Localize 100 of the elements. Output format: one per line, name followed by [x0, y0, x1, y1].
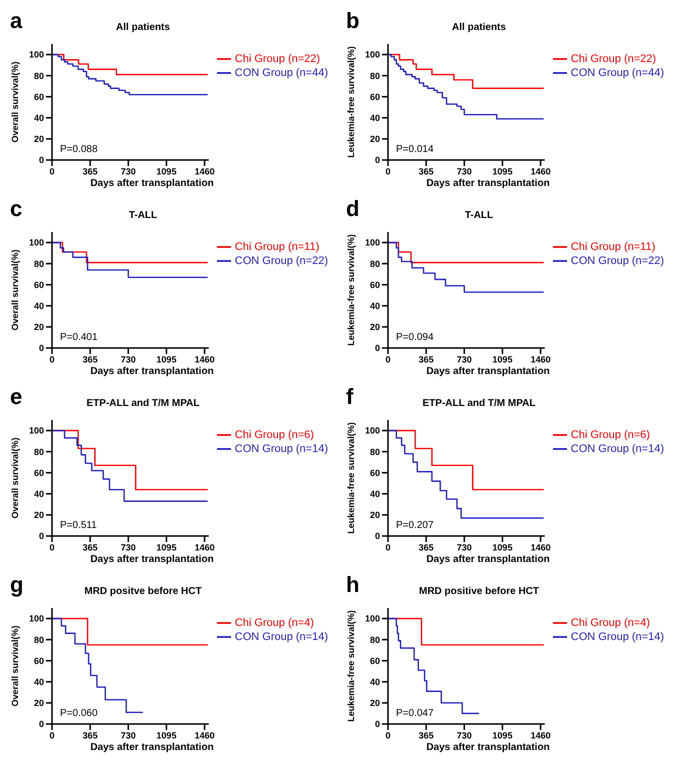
y-tick-label: 100 [364, 426, 380, 436]
text: f [346, 384, 354, 410]
x-tick-label: 365 [418, 354, 434, 364]
y-tick-label: 0 [38, 531, 44, 542]
chart-title: All patients [115, 22, 171, 33]
y-tick-label: 40 [370, 113, 380, 124]
x-tick-label: 1095 [156, 542, 176, 552]
legend-label: CON Group (n=22) [234, 254, 328, 267]
x-tick-label: 0 [385, 166, 391, 176]
x-tick-label: 0 [49, 354, 55, 364]
text: b [346, 8, 360, 34]
y-axis-title: Overall survival(%) [10, 61, 20, 143]
y-tick-label: 20 [34, 698, 44, 708]
annotation: P=0.060 [60, 708, 98, 719]
legend-label: CON Group (n=14) [234, 630, 328, 643]
x-tick-label: 1460 [194, 354, 215, 364]
y-axis-title: Overall survival(%) [10, 437, 20, 519]
x-tick-label: 730 [456, 354, 472, 364]
text: d [346, 196, 360, 222]
legend-label: CON Group (n=14) [570, 630, 664, 643]
y-tick-label: 0 [374, 531, 380, 542]
annotation: P=0.088 [60, 144, 98, 155]
x-tick-label: 365 [418, 730, 434, 740]
annotation: P=0.094 [396, 332, 434, 343]
text: h [346, 572, 360, 598]
x-tick-label: 1095 [156, 166, 176, 176]
x-tick-label: 365 [418, 166, 434, 176]
y-tick-label: 80 [370, 446, 380, 457]
x-tick-label: 1460 [194, 730, 215, 740]
y-tick-label: 100 [28, 614, 44, 624]
x-tick-label: 1460 [194, 166, 215, 176]
legend-label: Chi Group (n=22) [234, 52, 320, 65]
y-tick-label: 40 [34, 113, 44, 124]
x-tick-label: 0 [385, 542, 391, 552]
x-tick-label: 0 [385, 354, 391, 364]
y-axis-title: Overall survival(%) [10, 249, 20, 331]
x-tick-label: 1095 [492, 354, 512, 364]
y-tick-label: 20 [34, 510, 44, 520]
annotation: P=0.207 [396, 520, 434, 531]
y-tick-label: 80 [370, 634, 380, 645]
x-tick-label: 1460 [530, 354, 551, 364]
y-tick-label: 20 [370, 698, 380, 708]
annotation: P=0.014 [396, 144, 434, 155]
y-tick-label: 60 [370, 468, 380, 478]
legend-label: Chi Group (n=11) [234, 240, 320, 253]
chart-title: MRD positve before HCT [83, 586, 203, 597]
y-axis-title: Leukemia-free survival(%) [346, 234, 356, 346]
x-tick-label: 1095 [492, 542, 512, 552]
y-tick-label: 80 [34, 258, 44, 269]
y-tick-label: 100 [28, 50, 44, 60]
legend-label: CON Group (n=22) [570, 254, 664, 267]
y-tick-label: 20 [34, 134, 44, 144]
x-tick-label: 1095 [156, 730, 176, 740]
x-axis-title: Days after transplantation [425, 366, 551, 377]
y-tick-label: 80 [34, 634, 44, 645]
x-tick-label: 0 [49, 730, 55, 740]
y-tick-label: 20 [370, 134, 380, 144]
legend-label: Chi Group (n=11) [570, 240, 656, 253]
y-tick-label: 40 [370, 489, 380, 500]
x-tick-label: 1095 [156, 354, 176, 364]
x-axis-title: Days after transplantation [425, 554, 551, 565]
y-tick-label: 60 [370, 280, 380, 290]
x-tick-label: 365 [82, 730, 98, 740]
legend-label: Chi Group (n=6) [234, 428, 314, 441]
chart-title: T-ALL [128, 210, 158, 221]
y-tick-label: 80 [34, 446, 44, 457]
x-tick-label: 1460 [530, 542, 551, 552]
x-axis-title: Days after transplantation [89, 742, 215, 753]
x-axis-title: Days after transplantation [425, 178, 551, 189]
y-tick-label: 20 [370, 510, 380, 520]
y-tick-label: 20 [370, 322, 380, 332]
x-tick-label: 1095 [492, 166, 512, 176]
y-axis-title: Leukemia-free survival(%) [346, 610, 356, 722]
y-tick-label: 100 [364, 238, 380, 248]
y-tick-label: 0 [374, 343, 380, 354]
y-tick-label: 80 [370, 70, 380, 81]
text: c [10, 196, 22, 222]
x-tick-label: 1460 [530, 730, 551, 740]
y-tick-label: 60 [34, 656, 44, 666]
y-tick-label: 80 [34, 70, 44, 81]
chart-title: ETP-ALL and T/M MPAL [422, 398, 536, 409]
x-axis-title: Days after transplantation [425, 742, 551, 753]
x-tick-label: 730 [120, 354, 136, 364]
y-tick-label: 20 [34, 322, 44, 332]
x-tick-label: 730 [120, 542, 136, 552]
x-tick-label: 365 [82, 354, 98, 364]
text: g [10, 572, 24, 598]
legend-label: CON Group (n=44) [234, 66, 328, 79]
x-tick-label: 1095 [492, 730, 512, 740]
y-axis-title: Leukemia-free survival(%) [346, 422, 356, 534]
text: a [10, 8, 22, 34]
x-axis-title: Days after transplantation [89, 366, 215, 377]
chart-title: ETP-ALL and T/M MPAL [86, 398, 200, 409]
x-tick-label: 0 [385, 730, 391, 740]
x-tick-label: 0 [49, 542, 55, 552]
chart-title: MRD positive before HCT [418, 586, 540, 597]
y-tick-label: 0 [38, 155, 44, 166]
x-tick-label: 0 [49, 166, 55, 176]
y-tick-label: 100 [28, 426, 44, 436]
legend-label: CON Group (n=44) [570, 66, 664, 79]
